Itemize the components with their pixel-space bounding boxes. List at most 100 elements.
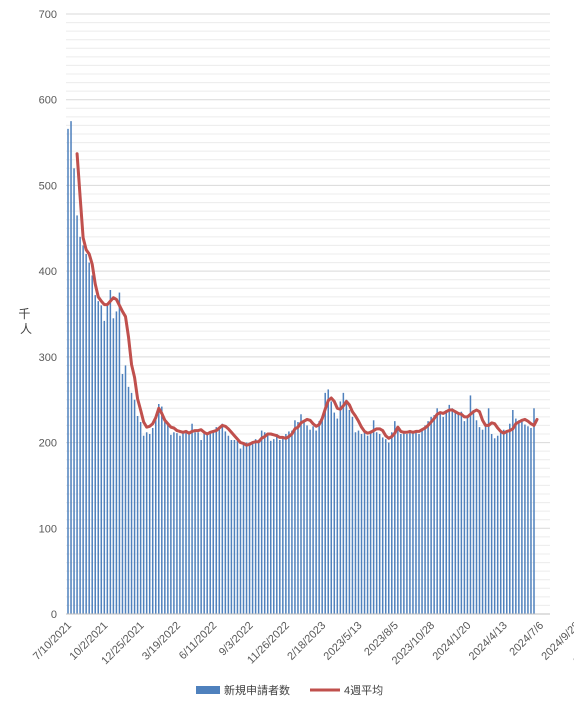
bar	[406, 434, 408, 614]
bar	[366, 435, 369, 614]
bar	[412, 432, 414, 614]
bar	[372, 420, 375, 614]
bar	[173, 432, 175, 614]
bar	[291, 430, 293, 614]
moving-average-line	[75, 152, 539, 447]
legend-label-bars: 新規申請者数	[224, 683, 290, 697]
bar	[212, 431, 215, 614]
bar	[294, 420, 296, 614]
bar	[502, 429, 505, 614]
bar	[436, 408, 438, 614]
bar	[445, 410, 448, 614]
bar	[248, 442, 251, 614]
bar	[227, 435, 230, 614]
bar	[109, 290, 112, 614]
bar	[139, 422, 142, 614]
bar	[484, 423, 487, 614]
bar	[369, 430, 372, 614]
bar	[499, 432, 502, 614]
y-tick-label: 300	[39, 352, 57, 364]
bar	[97, 301, 100, 614]
bar	[527, 426, 529, 614]
bar	[400, 434, 402, 614]
bar	[200, 440, 202, 614]
bar	[148, 434, 151, 614]
bar	[188, 431, 190, 614]
bar	[236, 440, 239, 614]
bar	[100, 305, 103, 614]
bar	[176, 433, 178, 614]
bar	[318, 421, 320, 614]
bar	[303, 420, 305, 614]
bar	[115, 311, 118, 614]
bar	[221, 423, 224, 614]
bar	[357, 430, 360, 614]
bar	[260, 430, 263, 614]
bar	[185, 430, 187, 614]
bar	[409, 432, 411, 614]
bar	[145, 432, 148, 614]
bar	[136, 416, 139, 614]
bar	[524, 424, 526, 614]
bar	[142, 435, 145, 614]
bar	[439, 412, 441, 614]
bar	[478, 427, 481, 614]
bar	[518, 420, 520, 614]
bar	[254, 439, 257, 614]
bar	[121, 374, 124, 614]
bar	[230, 440, 233, 614]
bar	[297, 422, 299, 614]
bar	[415, 430, 417, 614]
bar-series	[67, 121, 535, 615]
bar	[288, 431, 290, 614]
bar	[496, 435, 499, 614]
bar	[448, 404, 451, 614]
legend-label-line: 4週平均	[344, 684, 383, 697]
y-tick-label: 0	[51, 609, 57, 621]
bar	[427, 421, 429, 614]
bar	[79, 236, 81, 614]
bar	[394, 421, 396, 614]
bar	[418, 434, 420, 614]
y-axis-title-char-2: 人	[20, 322, 32, 336]
bar	[336, 418, 339, 614]
bar	[124, 365, 127, 614]
bar	[309, 429, 311, 614]
bar	[130, 392, 133, 614]
bar	[466, 416, 469, 614]
y-tick-label: 400	[39, 266, 57, 278]
bar	[127, 386, 130, 614]
bar	[182, 432, 184, 614]
bar	[73, 168, 75, 615]
bar	[103, 320, 106, 614]
bar	[515, 418, 517, 614]
bar	[197, 432, 199, 614]
bar	[91, 275, 93, 614]
bar	[133, 399, 136, 614]
legend-swatch-bars	[196, 686, 220, 694]
bar	[194, 432, 196, 614]
bar	[285, 434, 287, 614]
bar	[490, 434, 493, 614]
bar	[360, 434, 363, 614]
bar	[88, 262, 90, 614]
bar	[330, 401, 333, 614]
bar	[306, 425, 308, 614]
bar	[339, 401, 342, 614]
bar	[493, 438, 496, 614]
bar	[161, 406, 163, 614]
bar	[209, 431, 211, 614]
bar	[342, 392, 345, 614]
bar	[378, 434, 381, 614]
bar	[76, 215, 78, 614]
bar	[333, 412, 336, 614]
bar	[475, 420, 478, 614]
bar	[533, 408, 535, 614]
bar	[457, 414, 460, 614]
bar	[300, 414, 302, 614]
bar	[463, 421, 466, 614]
bar	[327, 389, 329, 614]
bar	[203, 432, 205, 614]
bar	[421, 428, 423, 614]
